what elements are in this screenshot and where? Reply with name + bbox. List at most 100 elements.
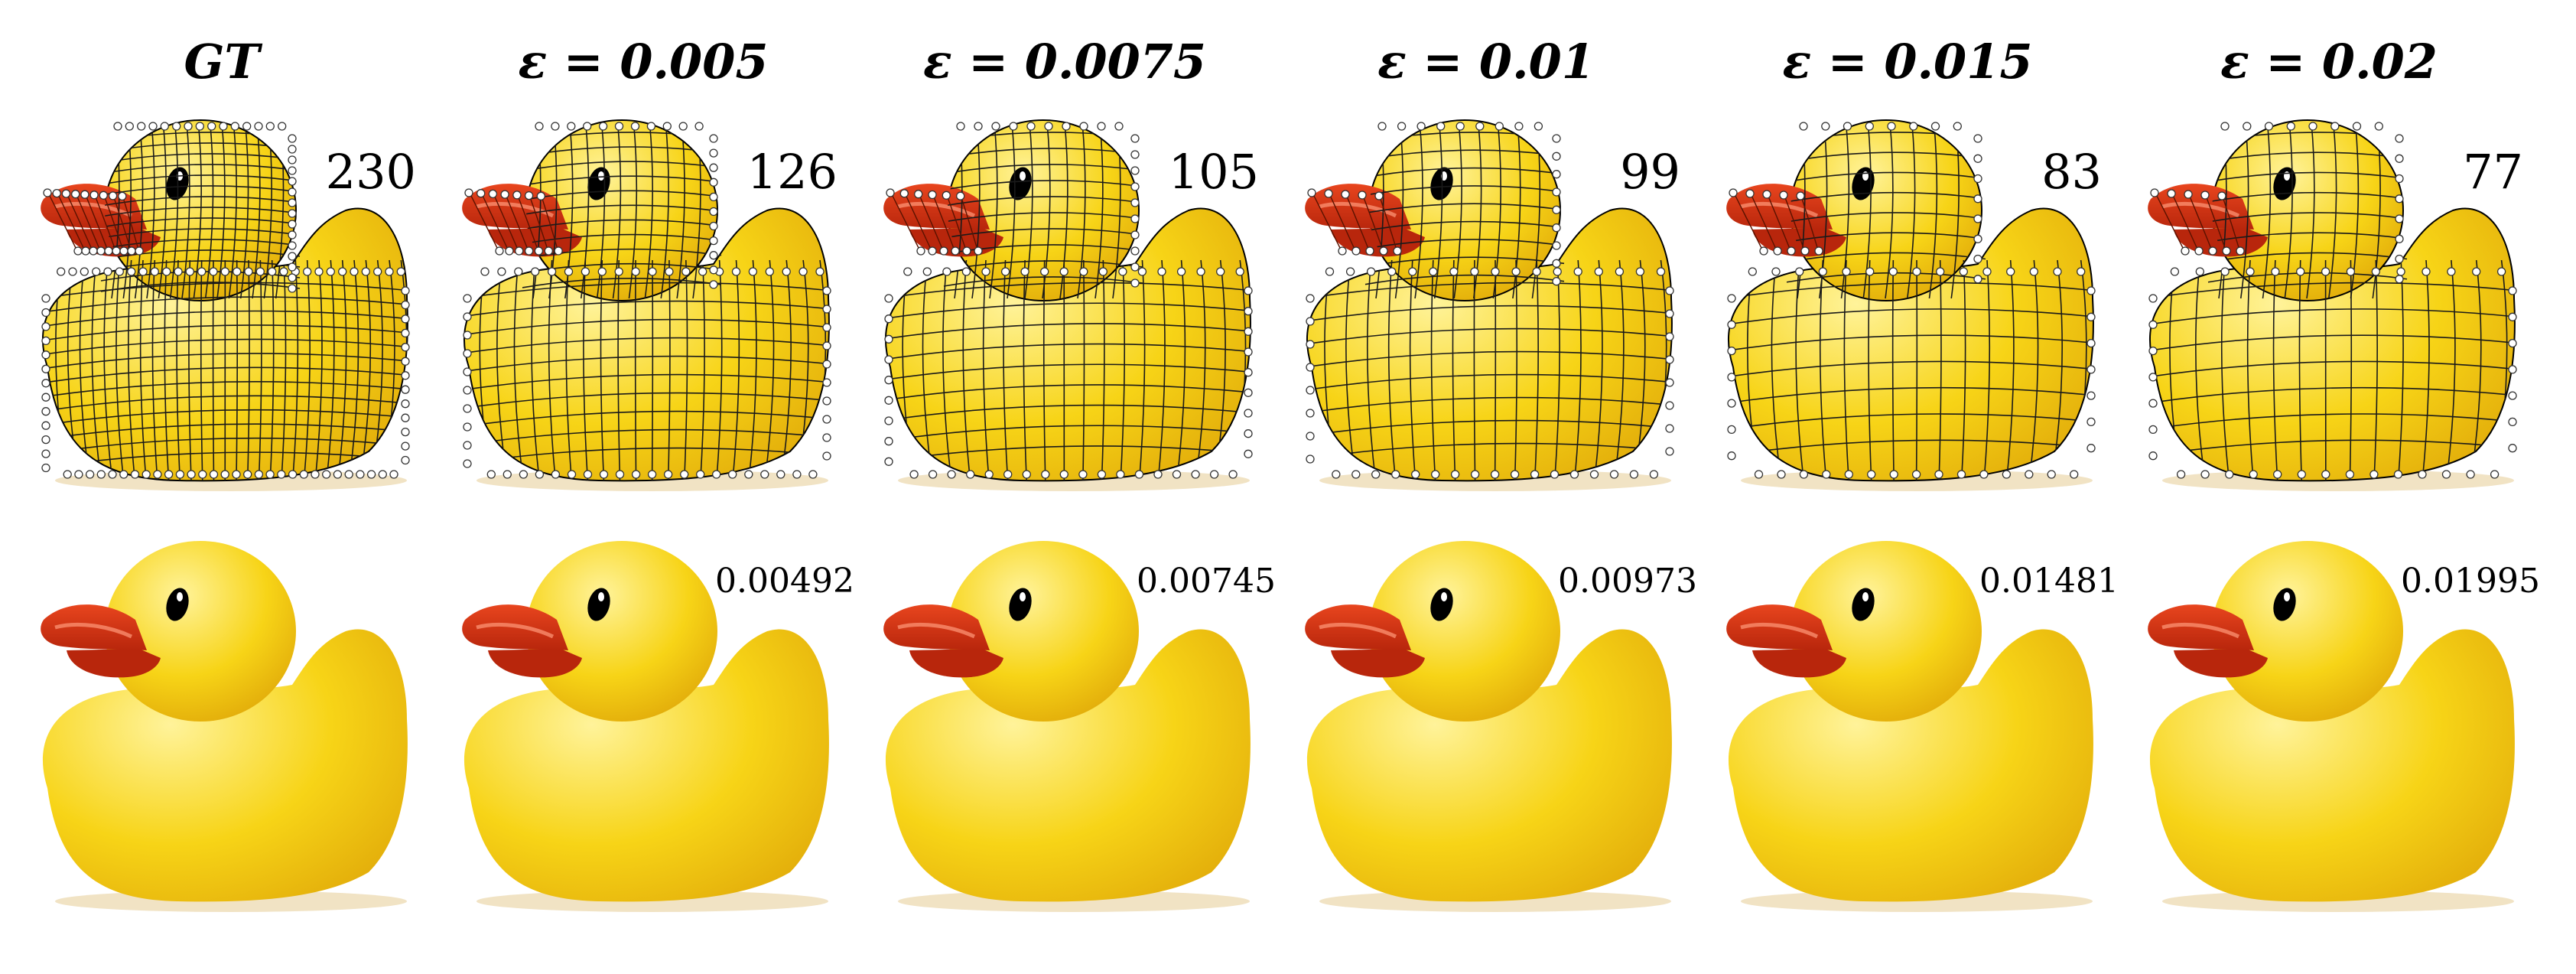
duck-figure (1305, 119, 1674, 491)
error-value-label: 0.01995 (2401, 562, 2540, 601)
render-panel (446, 536, 844, 972)
duck-beak-lower (2174, 649, 2268, 678)
beak-curves (2154, 191, 2241, 253)
beak-highlight (476, 622, 555, 639)
patch-count-label: 230 (325, 144, 416, 200)
duck-head (526, 541, 717, 722)
duck-figure (883, 119, 1253, 491)
patch-curves (463, 122, 829, 481)
beak-highlight (1319, 201, 1397, 218)
figure-column: ε = 0.01 99 0.00973 (1275, 0, 1697, 974)
duck-head (1791, 541, 1982, 722)
beak-curves (1311, 191, 1398, 253)
rendered-duck-svg (883, 541, 1251, 912)
patch-count-label: 83 (2041, 144, 2102, 200)
duck-figure (2148, 541, 2515, 912)
beak-highlight (54, 622, 133, 639)
wireframe-panel (446, 115, 844, 543)
wireframe-duck-svg (41, 119, 410, 491)
duck-beak-lower (1331, 649, 1425, 678)
beak-highlight (1740, 201, 1819, 218)
duck-body (1728, 629, 2093, 902)
beak-highlight (2161, 201, 2240, 218)
duck-figure (1726, 541, 2093, 912)
beak-highlight (897, 201, 976, 218)
wireframe-duck-svg (2148, 119, 2517, 491)
wireframe-panel (1710, 115, 2108, 543)
rendered-duck-svg (41, 541, 408, 912)
error-value-label: 0.00492 (715, 562, 854, 601)
duck-eye (1009, 588, 1032, 621)
wireframe-duck-svg (1305, 119, 1674, 491)
duck-body (1306, 629, 1672, 902)
beak-highlight (2161, 622, 2240, 639)
patch-vertices (463, 122, 831, 479)
render-panel (1710, 536, 2108, 972)
beak-highlight (476, 201, 555, 218)
patch-vertices (1727, 122, 2096, 479)
render-panel (1289, 536, 1686, 972)
patch-curves (1306, 122, 1672, 481)
duck-beak-lower (909, 649, 1003, 678)
patch-count-label: 126 (746, 144, 838, 200)
eye-highlight (177, 592, 183, 601)
duck-body (885, 629, 1251, 902)
figure-column: ε = 0.0075 105 0.00745 (854, 0, 1276, 974)
duck-head (948, 541, 1139, 722)
duck-eye (1852, 167, 1875, 200)
wireframe-duck-svg (462, 119, 831, 491)
figure-column: ε = 0.02 77 0.01995 (2118, 0, 2540, 974)
column-title: ε = 0.01 (1377, 34, 1595, 90)
duck-eye (587, 588, 610, 621)
patch-curves (42, 122, 408, 481)
duck-beak-lower (67, 649, 161, 678)
rendered-duck-svg (1305, 541, 1672, 912)
figure-column: ε = 0.005 126 0.00492 (432, 0, 854, 974)
duck-beak-lower (1752, 649, 1846, 678)
wireframe-duck-svg (883, 119, 1253, 491)
duck-figure (2148, 119, 2517, 491)
duck-figure (462, 119, 831, 491)
patch-vertices (1306, 122, 1674, 479)
patch-count-label: 77 (2463, 144, 2523, 200)
duck-figure (41, 119, 410, 491)
wireframe-duck-svg (1726, 119, 2096, 491)
eye-highlight (1020, 171, 1026, 181)
duck-beak-lower (488, 649, 582, 678)
duck-body (2149, 629, 2515, 902)
duck-figure (462, 541, 829, 912)
rendered-duck-svg (1726, 541, 2093, 912)
wireframe-panel (867, 115, 1265, 543)
column-title: ε = 0.015 (1782, 34, 2033, 90)
duck-figure (41, 541, 408, 912)
error-value-label: 0.00745 (1137, 562, 1276, 601)
duck-figure (883, 541, 1251, 912)
duck-eye (1852, 588, 1875, 621)
duck-eye (1430, 588, 1453, 621)
duck-eye (166, 588, 189, 621)
duck-eye (2273, 588, 2296, 621)
column-title: GT (184, 34, 260, 90)
wireframe-panel (24, 115, 422, 543)
duck-figure (1305, 541, 1672, 912)
eye-highlight (1441, 592, 1447, 601)
rendered-duck-svg (2148, 541, 2515, 912)
error-value-label: 0.01481 (1979, 562, 2119, 601)
render-panel (867, 536, 1265, 972)
column-title: ε = 0.0075 (922, 34, 1207, 90)
patch-count-label: 99 (1620, 144, 1680, 200)
patch-vertices (41, 122, 410, 479)
duck-head (105, 541, 296, 722)
eye-highlight (598, 592, 604, 601)
error-value-label: 0.00973 (1558, 562, 1697, 601)
patch-curves (885, 122, 1251, 481)
beak-highlight (897, 622, 976, 639)
patch-vertices (2148, 122, 2517, 479)
duck-head (2212, 541, 2403, 722)
duck-head (1369, 541, 1560, 722)
beak-highlight (1740, 622, 1819, 639)
wireframe-panel (1289, 115, 1686, 543)
render-panel (2132, 536, 2529, 972)
eye-highlight (2284, 592, 2290, 601)
patch-count-label: 105 (1168, 144, 1259, 200)
